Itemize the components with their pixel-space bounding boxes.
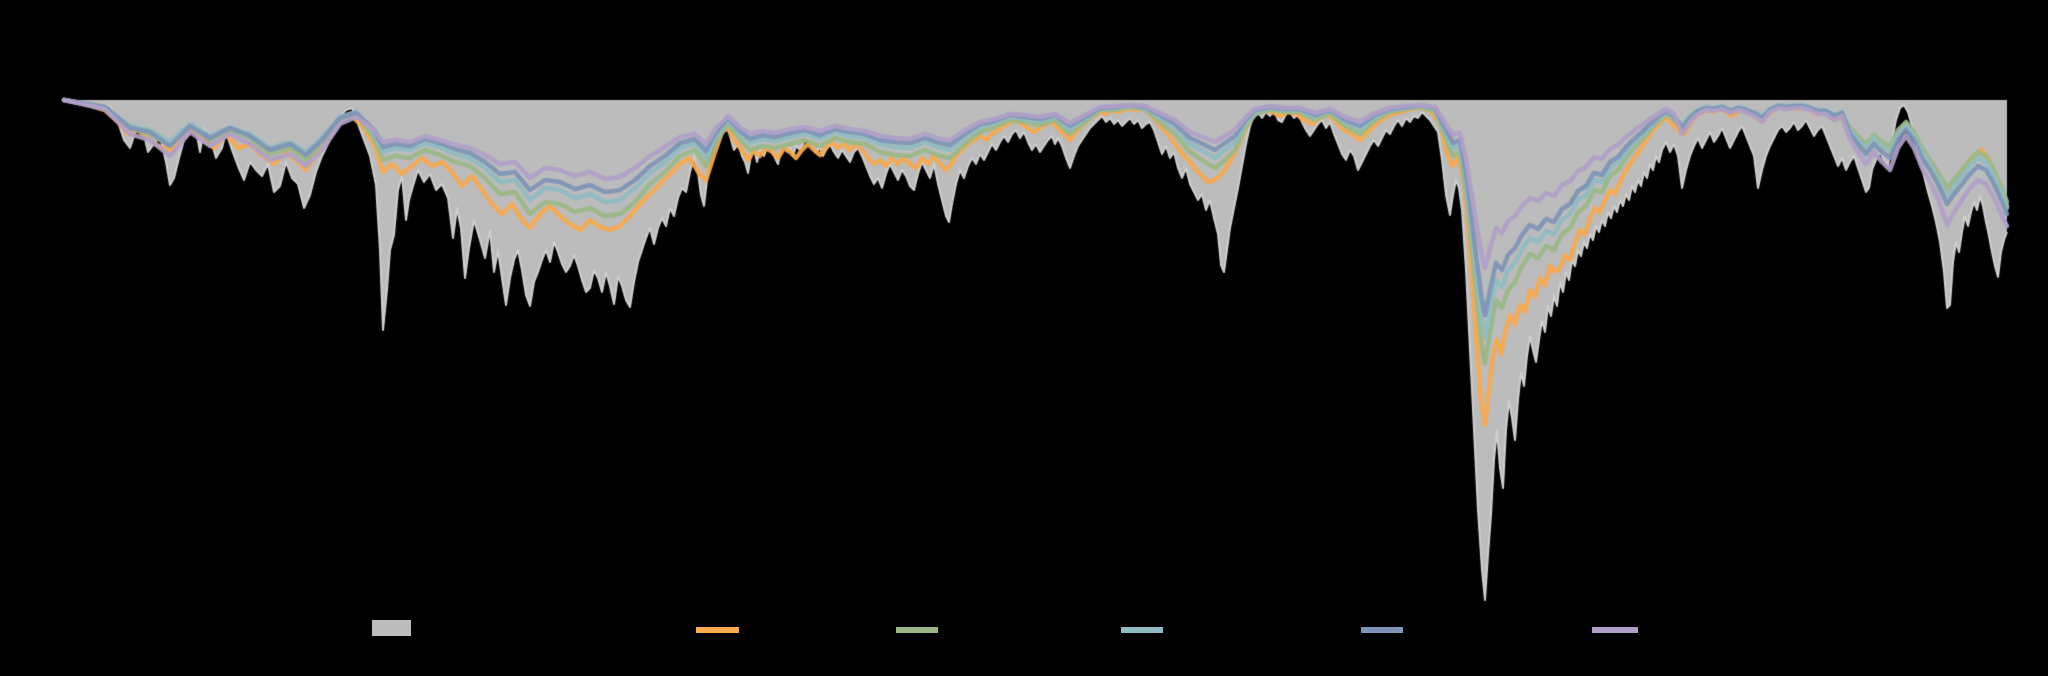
drawdown-figure — [0, 0, 2048, 676]
drawdown-chart-canvas — [0, 0, 2048, 676]
